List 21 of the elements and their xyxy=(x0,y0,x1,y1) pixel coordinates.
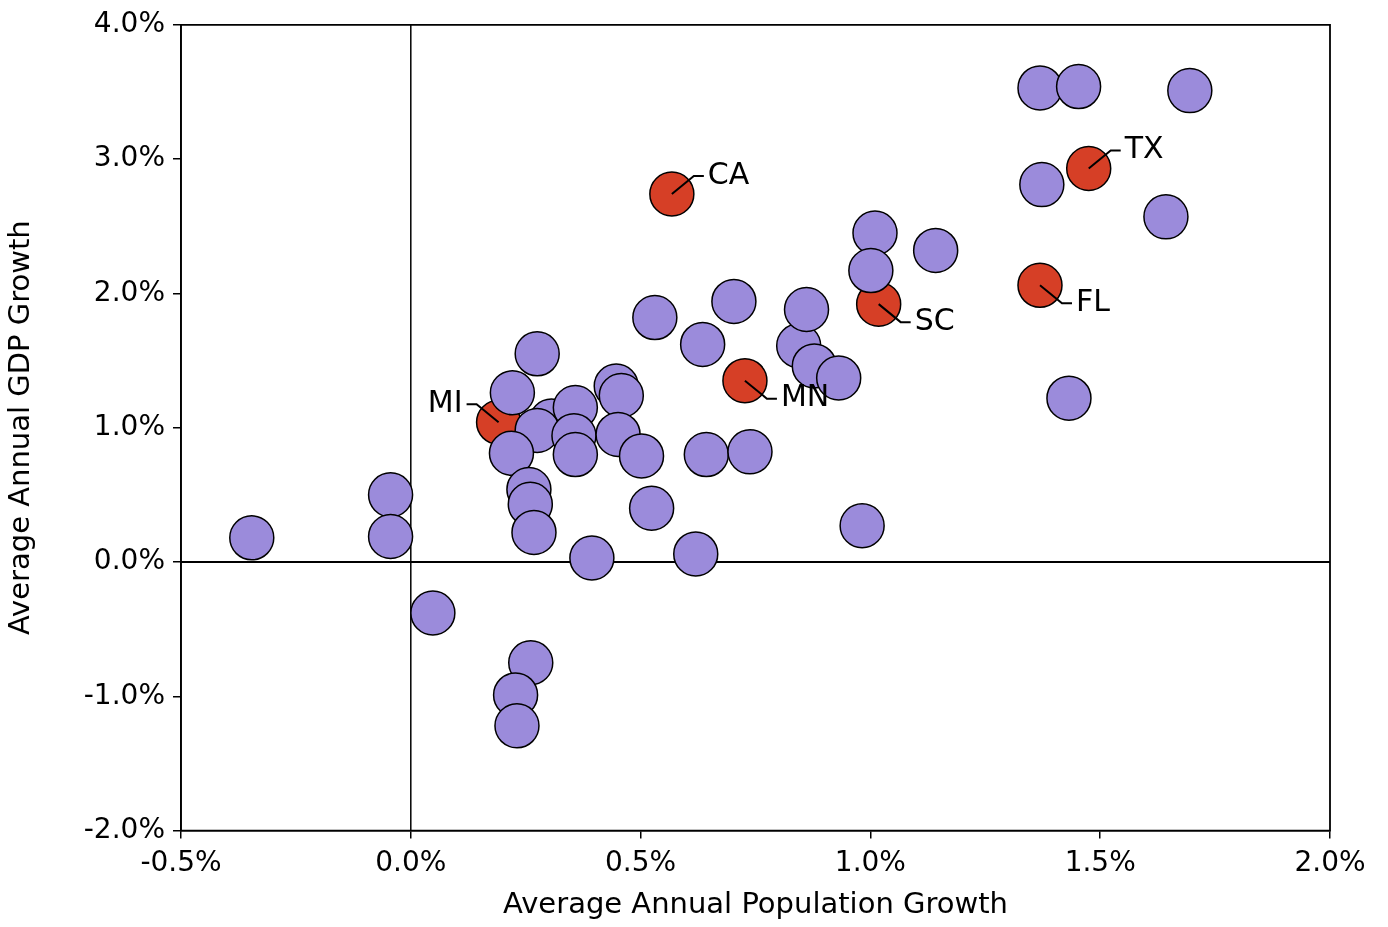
x-tick-label: -0.5% xyxy=(140,844,222,878)
annotation: FL xyxy=(1075,283,1111,319)
annotation: SC xyxy=(914,301,955,337)
y-tick-label: 3.0% xyxy=(93,140,165,174)
x-tick-label: 1.0% xyxy=(834,844,906,878)
y-tick-label: 2.0% xyxy=(93,274,165,308)
x-axis-title: Average Annual Population Growth xyxy=(503,886,1008,921)
y-tick-label: 4.0% xyxy=(93,6,165,40)
x-tick-label: 0.5% xyxy=(605,844,677,878)
y-axis-title: Average Annual GDP Growth xyxy=(1,220,36,636)
annotation: CA xyxy=(707,155,750,191)
annotation: TX xyxy=(1123,130,1164,166)
y-tick-label: 1.0% xyxy=(93,408,165,442)
y-tick-label: 0.0% xyxy=(93,543,165,577)
y-tick-label: -2.0% xyxy=(83,811,165,845)
x-tick-label: 0.0% xyxy=(375,844,447,878)
annotation: MI xyxy=(427,384,463,420)
x-tick-label: 2.0% xyxy=(1294,844,1366,878)
y-tick-label: -1.0% xyxy=(83,677,165,711)
x-tick-label: 1.5% xyxy=(1064,844,1136,878)
annotation: MN xyxy=(780,378,830,414)
